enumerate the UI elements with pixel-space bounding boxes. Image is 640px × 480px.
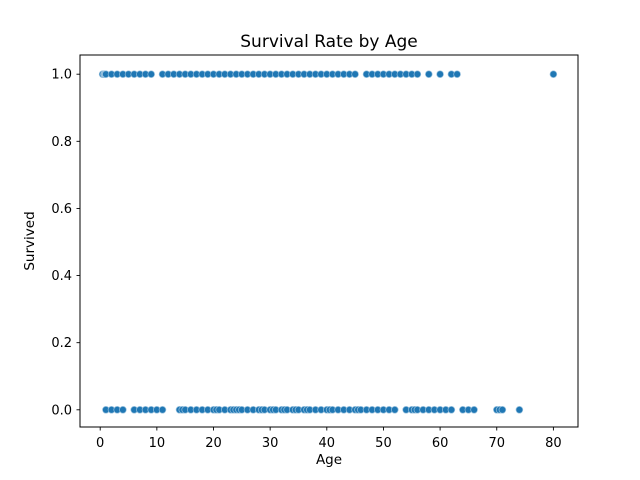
data-point [470, 406, 478, 414]
data-point [453, 70, 461, 78]
data-point [158, 406, 167, 414]
x-tick-label: 50 [375, 436, 392, 451]
y-tick-label: 0.8 [51, 135, 72, 150]
chart-title: Survival Rate by Age [240, 32, 417, 52]
plot-area: 0 10 20 30 40 50 60 70 80 0.0 0.2 0.4 0.6 0.8 1.0 [51, 68, 561, 451]
x-tick-label: 30 [262, 436, 279, 451]
data-point [119, 406, 127, 414]
x-tick-label: 70 [488, 436, 505, 451]
data-point [425, 70, 433, 78]
data-point [498, 406, 507, 414]
data-point [351, 70, 359, 78]
y-tick-label: 0.6 [51, 202, 72, 217]
data-point [391, 406, 399, 414]
x-tick-label: 40 [319, 436, 336, 451]
data-point [549, 70, 558, 78]
data-point [413, 70, 422, 78]
axes-frame [79, 54, 579, 428]
x-tick-label: 0 [96, 436, 104, 451]
y-tick-label: 1.0 [51, 68, 72, 83]
y-axis-label: Survived [22, 211, 38, 270]
x-tick-label: 60 [432, 436, 449, 451]
data-point [436, 70, 444, 78]
y-tick-label: 0.4 [51, 269, 72, 284]
data-point [447, 406, 456, 414]
y-tick-label: 0.2 [51, 336, 72, 351]
y-tick-label: 0.0 [51, 403, 72, 418]
x-axis-label: Age [316, 452, 342, 468]
x-tick-label: 80 [545, 436, 562, 451]
data-point [147, 70, 155, 78]
x-tick-label: 10 [149, 436, 166, 451]
data-point [515, 406, 524, 414]
x-tick-label: 20 [205, 436, 222, 451]
